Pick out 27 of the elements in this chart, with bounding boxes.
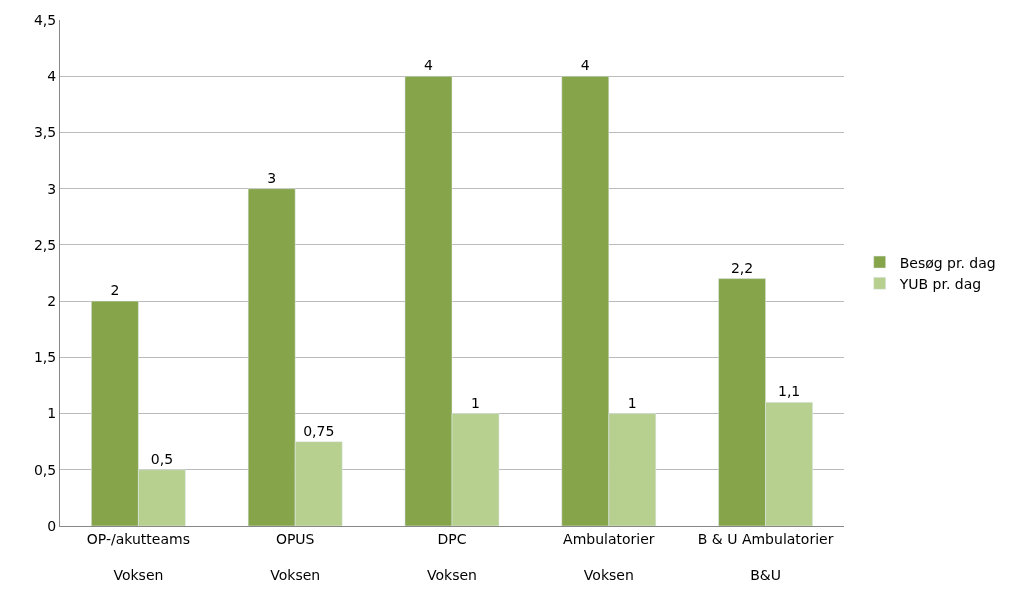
data-label: 0,75 — [303, 422, 335, 439]
y-tick-label: 3,5 — [33, 124, 57, 141]
y-tick-label: 3 — [47, 180, 57, 197]
data-label: 4 — [423, 57, 433, 74]
data-label: 1,1 — [777, 383, 801, 400]
y-tick-label: 1 — [47, 405, 57, 422]
data-label: 0,5 — [150, 450, 174, 467]
data-label: 1 — [471, 394, 480, 411]
legend-label: YUB pr. dag — [898, 275, 982, 292]
y-tick-label: 2 — [47, 293, 57, 310]
y-tick-label: 0 — [47, 517, 57, 534]
category-label: DPC Voksen — [427, 530, 477, 584]
y-tick-label: 2,5 — [33, 236, 57, 253]
y-tick-label: 1,5 — [33, 349, 57, 366]
category-label: OPUS Voksen — [270, 530, 321, 584]
data-label: 2,2 — [730, 259, 754, 276]
data-label: 4 — [580, 57, 590, 74]
y-tick-label: 4 — [47, 68, 57, 85]
data-label: 3 — [267, 169, 277, 186]
category-label: Ambulatorier Voksen — [563, 530, 655, 584]
legend-label: Besøg pr. dag — [899, 254, 996, 271]
data-label: 1 — [627, 394, 637, 411]
data-label: 2 — [110, 282, 120, 299]
y-tick-label: 0,5 — [33, 461, 57, 478]
y-tick-label: 4,5 — [33, 11, 57, 28]
category-label: OP-/akutteams Voksen — [86, 530, 190, 584]
category-label: B & U Ambulatorier B&U — [697, 530, 834, 584]
